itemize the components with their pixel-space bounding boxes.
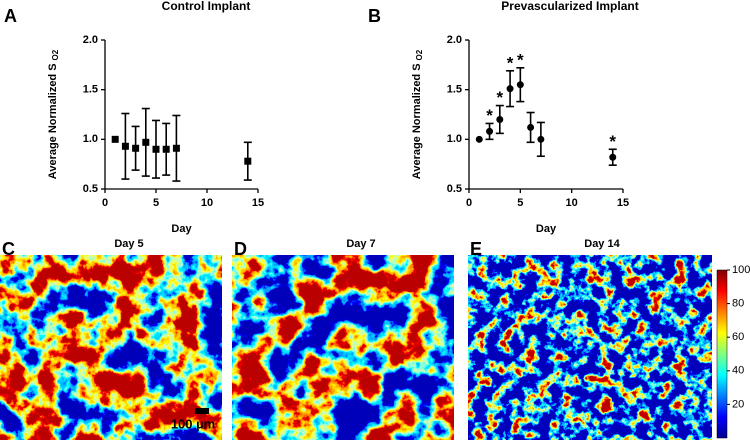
y-axis-label: Average Normalized S O2 [411,49,424,179]
data-point [506,85,514,93]
y-axis-label-sub: O2 [415,49,424,60]
x-tick-label: 0 [466,197,472,209]
heatmap-image [468,255,712,440]
panel-label: B [368,6,381,26]
data-point [527,123,535,131]
data-point [152,145,160,153]
image-title: Day 7 [346,238,375,250]
y-tick-label: 1.0 [83,133,98,145]
data-point [132,144,140,152]
heatmap-image [0,255,222,440]
panel-label: A [4,6,17,26]
data-point [111,135,119,143]
heatmap-image [232,255,454,440]
data-point [162,145,170,153]
significance-star: * [486,106,493,125]
chart-title: Prevascularized Implant [501,0,638,13]
x-tick-label: 5 [153,197,159,209]
x-tick-label: 10 [201,197,213,209]
data-point [537,135,545,143]
y-tick-label: 0.5 [83,183,98,195]
significance-star: * [517,50,524,69]
y-tick-label: 2.0 [83,34,98,46]
x-tick-label: 5 [517,197,523,209]
y-axis-label: Average Normalized S O2 [47,49,60,179]
y-tick-label: 1.5 [447,84,462,96]
y-axis-label-sub: O2 [51,49,60,60]
significance-star: * [496,88,503,107]
colorbar-tick-label: 80 [732,298,744,310]
significance-star: * [507,53,514,72]
scale-bar-label: 100 µm [171,416,215,431]
data-point [244,157,252,165]
data-point [516,81,524,89]
image-title: Day 5 [114,238,143,250]
y-tick-label: 1.0 [447,133,462,145]
x-tick-label: 15 [617,197,629,209]
colorbar-tick-label: 100 [732,264,750,276]
colorbar-tick-label: 20 [732,398,744,410]
data-point [475,135,483,143]
scale-bar [195,408,209,414]
data-point [609,153,617,161]
x-tick-label: 10 [566,197,578,209]
data-point [496,115,504,123]
panel-label: C [2,239,15,259]
y-axis-label-main: Average Normalized S [411,63,423,179]
y-tick-label: 1.5 [83,84,98,96]
x-axis-label: Day [536,223,557,235]
data-point [172,144,180,152]
data-point [121,142,129,150]
colorbar-tick-label: 40 [732,365,744,377]
y-axis-label-main: Average Normalized S [47,63,59,179]
panel-label: E [470,239,482,259]
x-tick-label: 0 [102,197,108,209]
data-point [142,138,150,146]
y-tick-label: 0.5 [447,183,462,195]
y-tick-label: 2.0 [447,34,462,46]
data-point [486,127,494,135]
panel-label: D [234,239,247,259]
colorbar [716,269,728,439]
x-axis-label: Day [171,223,192,235]
x-tick-label: 15 [252,197,264,209]
chart-title: Control Implant [162,0,251,13]
image-title: Day 14 [584,238,620,250]
colorbar-tick-label: 60 [732,331,744,343]
significance-star: * [609,132,616,151]
